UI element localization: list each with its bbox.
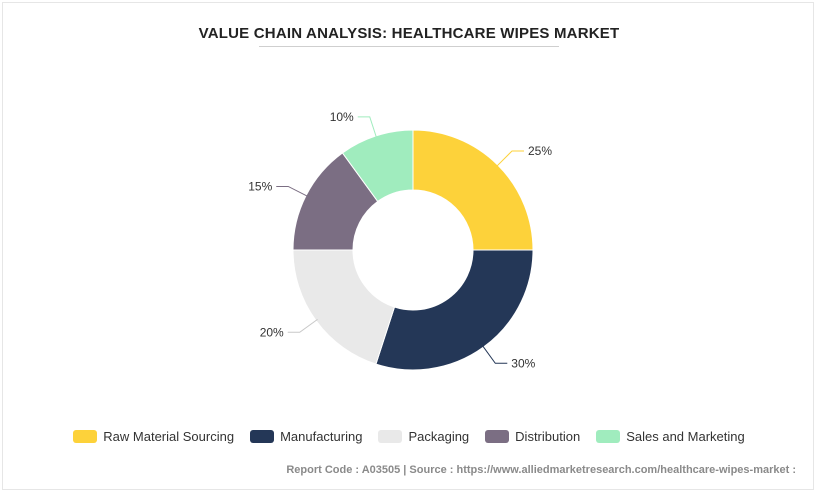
legend-item-sales-and-marketing[interactable]: Sales and Marketing	[596, 429, 745, 444]
chart-title: VALUE CHAIN ANALYSIS: HEALTHCARE WIPES M…	[198, 25, 620, 42]
leader-line-raw-material-sourcing	[496, 150, 524, 167]
legend-label: Raw Material Sourcing	[103, 429, 235, 444]
data-label-distribution: 15%	[248, 179, 272, 193]
legend-label: Packaging	[408, 429, 470, 444]
legend-label: Sales and Marketing	[626, 429, 745, 444]
slice-manufacturing[interactable]	[375, 249, 534, 371]
legend-label: Distribution	[515, 429, 581, 444]
slice-raw-material-sourcing[interactable]	[412, 129, 534, 251]
legend-item-raw-material-sourcing[interactable]: Raw Material Sourcing	[73, 429, 234, 444]
slice-packaging[interactable]	[292, 249, 396, 365]
leader-line-manufacturing	[481, 345, 508, 364]
legend-swatch	[378, 430, 403, 443]
legend-swatch	[73, 430, 98, 443]
leader-line-distribution	[276, 185, 309, 197]
leader-line-sales-and-marketing	[357, 116, 378, 138]
data-label-manufacturing: 30%	[511, 356, 535, 370]
legend-swatch	[596, 430, 621, 443]
title-underline	[259, 46, 559, 47]
legend-item-manufacturing[interactable]: Manufacturing	[250, 429, 362, 444]
legend-label: Manufacturing	[280, 429, 363, 444]
data-label-sales-and-marketing: 10%	[330, 110, 354, 124]
chart-legend: Raw Material Sourcing Manufacturing Packag…	[0, 429, 818, 444]
data-label-raw-material-sourcing: 25%	[528, 144, 552, 158]
legend-item-packaging[interactable]: Packaging	[378, 429, 469, 444]
legend-swatch	[485, 430, 510, 443]
data-label-packaging: 20%	[260, 325, 284, 339]
source-footer: Report Code : A03505 | Source : https://…	[286, 464, 796, 476]
legend-item-distribution[interactable]: Distribution	[485, 429, 580, 444]
leader-line-packaging	[287, 318, 318, 333]
slice-sales-and-marketing[interactable]	[341, 129, 414, 203]
legend-swatch	[250, 430, 275, 443]
